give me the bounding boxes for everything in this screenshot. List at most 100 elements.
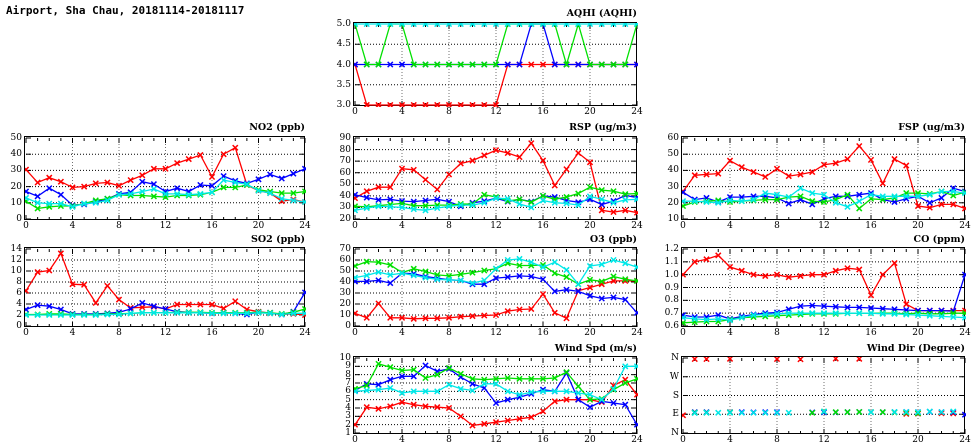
y-tick-label-so2: 2 [16,310,22,320]
y-tick-label-no2: 40 [10,149,22,160]
x-tick-label-aqhi: 24 [631,107,643,117]
y-tick-label-fsp: 60 [667,133,679,143]
y-tick-label-co: 0.9 [664,282,679,293]
x-tick-label-wdir: 0 [680,435,686,445]
y-tick-label-no2: 30 [10,165,22,176]
x-tick-label-wdir: 4 [727,435,733,445]
y-tick-label-o3: 0 [345,321,351,331]
plot-area-fsp[interactable]: 10 20 30 40 50 60 0 4 8 12 16 20 24 [668,133,971,231]
x-tick-label-wdir: 12 [818,435,830,445]
x-tick-label-co: 0 [680,328,686,338]
x-tick-label-no2: 20 [252,221,265,231]
x-tick-label-rsp: 12 [490,221,502,231]
y-tick-label-co: 1.2 [664,244,679,254]
y-tick-label-wspd: 5 [345,394,351,405]
chart-title-aqhi: AQHI (AQHI) [566,8,637,19]
x-tick-label-wspd: 24 [631,435,643,445]
y-tick-label-aqhi: 3.5 [336,79,351,90]
y-tick-label-fsp: 10 [667,214,679,224]
y-tick-label-rsp: 50 [339,179,351,190]
y-tick-label-rsp: 20 [339,214,351,224]
x-tick-label-rsp: 16 [537,221,549,231]
x-tick-label-rsp: 0 [352,221,358,231]
y-tick-label-o3: 50 [339,266,351,276]
x-tick-label-o3: 24 [631,328,643,338]
y-tick-label-rsp: 60 [339,167,351,178]
x-tick-label-no2: 4 [69,221,76,231]
x-tick-label-so2: 4 [69,328,76,338]
y-tick-label-rsp: 80 [339,144,351,155]
y-tick-label-so2: 14 [10,244,22,254]
y-tick-label-aqhi: 4.5 [336,39,351,50]
x-tick-label-so2: 16 [206,328,218,338]
y-tick-label-wspd: 4 [345,403,351,413]
chart-title-o3: O3 (ppb) [589,234,637,245]
y-tick-label-co: 0.6 [664,321,679,331]
x-tick-label-fsp: 0 [680,221,686,231]
plot-area-wdir[interactable]: N E S W N 0 4 8 12 16 20 24 [670,353,971,445]
chart-title-so2: SO2 (ppb) [251,234,305,245]
x-tick-label-no2: 12 [159,221,172,231]
y-tick-label-so2: 8 [16,277,22,287]
x-tick-label-so2: 12 [159,328,172,338]
x-tick-label-fsp: 8 [774,221,780,231]
y-tick-label-o3: 40 [339,277,351,287]
x-tick-label-wspd: 8 [446,435,452,445]
page-title: Airport, Sha Chau, 20181114-20181117 [6,4,245,17]
x-tick-label-o3: 0 [352,328,358,338]
y-tick-label-aqhi: 3.0 [336,100,351,110]
x-tick-label-wdir: 8 [774,435,780,445]
x-tick-label-rsp: 20 [584,221,596,231]
x-tick-label-fsp: 20 [912,221,924,231]
y-tick-label-rsp: 40 [339,190,351,201]
x-tick-label-co: 24 [959,328,971,338]
plot-area-co[interactable]: 0.6 0.7 0.8 0.9 1.0 1.1 1.2 0 4 8 12 16 20 24 [665,244,971,338]
y-tick-label-so2: 0 [16,321,22,331]
y-tick-label-aqhi: 5.0 [336,19,351,29]
y-tick-label-wspd: 7 [345,378,351,388]
x-tick-label-rsp: 24 [631,221,643,231]
y-tick-label-co: 0.8 [664,295,679,306]
x-tick-label-fsp: 12 [818,221,830,231]
x-tick-label-aqhi: 8 [446,107,452,117]
y-tick-label-no2: 10 [10,197,22,208]
y-tick-label-o3: 70 [339,244,351,254]
y-tick-label-rsp: 70 [339,156,351,167]
chart-title-fsp: FSP (ug/m3) [898,122,965,133]
plot-area-no2[interactable]: 0 10 20 30 40 50 0 4 8 12 16 20 24 [11,133,311,231]
y-tick-label-co: 0.7 [664,308,679,319]
plot-area-so2[interactable]: 0 2 4 6 8 10 12 14 0 4 8 12 16 20 24 [11,244,311,338]
plot-area-o3[interactable]: 0 10 20 30 40 50 60 70 0 4 8 12 16 20 24 [340,244,643,338]
chart-title-wspd: Wind Spd (m/s) [554,343,637,354]
y-tick-label-no2: 0 [16,214,22,224]
y-tick-label-fsp: 20 [667,197,679,208]
x-tick-label-so2: 0 [23,328,29,338]
x-tick-label-no2: 0 [23,221,29,231]
y-tick-label-wdir: N [671,428,679,438]
x-tick-label-rsp: 8 [446,221,452,231]
x-tick-label-wspd: 16 [537,435,549,445]
y-tick-label-wspd: 9 [345,361,351,372]
y-tick-label-so2: 12 [10,255,22,265]
y-tick-label-wspd: 2 [345,419,351,430]
x-tick-label-aqhi: 4 [399,107,405,117]
y-tick-label-no2: 50 [10,133,22,143]
x-tick-label-wspd: 0 [352,435,358,445]
x-tick-label-aqhi: 12 [490,107,502,117]
y-tick-label-rsp: 30 [339,202,351,213]
chart-title-wdir: Wind Dir (Degree) [866,343,965,354]
plot-area-rsp[interactable]: 20 30 40 50 60 70 80 90 0 4 8 12 16 20 24 [340,133,643,231]
x-tick-label-so2: 8 [116,328,122,338]
x-tick-label-co: 4 [727,328,733,338]
y-tick-label-fsp: 30 [667,181,679,192]
chart-title-no2: NO2 (ppb) [249,122,305,133]
x-tick-label-o3: 4 [399,328,405,338]
x-tick-label-o3: 12 [490,328,502,338]
y-tick-label-wspd: 10 [339,353,351,363]
chart-title-co: CO (ppm) [913,234,965,245]
plot-area-aqhi[interactable]: 3.0 3.5 4.0 4.5 5.0 0 4 8 12 16 20 24 [337,19,643,117]
y-tick-label-co: 1.1 [664,256,679,267]
y-tick-label-aqhi: 4.0 [336,59,351,70]
y-tick-label-wspd: 6 [345,386,351,397]
plot-area-wspd[interactable]: 1 2 3 4 5 6 7 8 9 10 0 4 8 12 16 20 24 [340,353,643,445]
